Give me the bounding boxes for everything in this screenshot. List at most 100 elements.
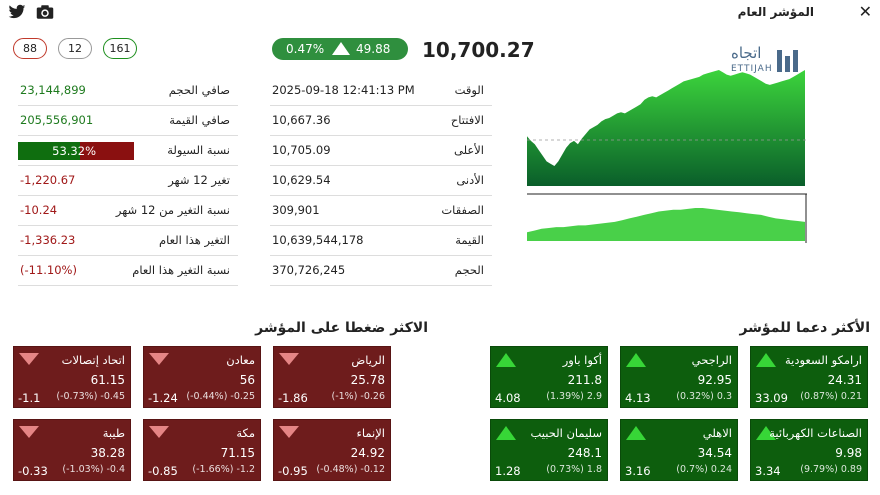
- stock-contribution: -0.95: [278, 464, 308, 478]
- stat-label: نسبة السيولة: [167, 143, 230, 157]
- index-change-badge: 0.47% 49.88: [272, 38, 408, 60]
- left-stats-table: صافي الحجم 23,144,899 صافي القيمة 205,556,9…: [18, 76, 238, 286]
- mid-stat-row: الافتتاح 10,667.36: [270, 106, 492, 136]
- pressure-stock-card[interactable]: الإنماء 24.92 (-0.48%) -0.12 -0.95: [273, 419, 391, 481]
- pressure-section-title: الاكثر ضغطا على المؤشر: [255, 320, 428, 336]
- unchanged-pill: 12: [58, 38, 92, 59]
- stat-value: 2025-09-18 12:41:13 PM: [272, 83, 415, 97]
- stock-price: 24.92: [350, 446, 385, 460]
- left-stat-row: تغير 12 شهر -1,220.67: [18, 166, 238, 196]
- support-stock-card[interactable]: الاهلي 34.54 (0.7%) 0.24 3.16: [620, 419, 738, 481]
- up-triangle-icon: [496, 426, 516, 440]
- up-triangle-icon: [626, 353, 646, 367]
- support-stock-card[interactable]: سليمان الحبيب 248.1 (0.73%) 1.8 1.28: [490, 419, 608, 481]
- stat-label: الأعلى: [453, 143, 484, 157]
- down-triangle-icon: [149, 353, 169, 365]
- stock-change: (0.73%) 1.8: [546, 464, 602, 475]
- stat-value: 23,144,899: [20, 83, 86, 97]
- stock-change: (1.39%) 2.9: [546, 391, 602, 402]
- advances-pill: 161: [103, 38, 137, 59]
- stock-change: (-1%) -0.26: [331, 391, 385, 402]
- stock-price: 9.98: [835, 446, 862, 460]
- stock-name: سليمان الحبيب: [530, 426, 602, 440]
- stat-label: تغير 12 شهر: [168, 173, 230, 187]
- stat-label: الافتتاح: [450, 113, 484, 127]
- stat-value: -1,336.23: [20, 233, 76, 247]
- stock-name: معادن: [226, 353, 255, 367]
- close-icon[interactable]: ✕: [858, 2, 872, 21]
- stock-contribution: 3.34: [755, 464, 781, 478]
- up-triangle-icon: [496, 353, 516, 367]
- support-stock-card[interactable]: ارامكو السعودية 24.31 (0.87%) 0.21 33.09: [750, 346, 868, 408]
- left-stat-row: نسبة السيولة 53.32%: [18, 136, 238, 166]
- mid-stat-row: الأعلى 10,705.09: [270, 136, 492, 166]
- stock-name: ارامكو السعودية: [785, 353, 862, 367]
- support-stock-card[interactable]: الصناعات الكهربائية 9.98 (9.79%) 0.89 3.34: [750, 419, 868, 481]
- stock-name: الإنماء: [356, 426, 385, 440]
- liquidity-value: 53.32%: [52, 144, 96, 158]
- up-triangle-icon: [756, 426, 776, 440]
- support-stock-card[interactable]: أكوا باور 211.8 (1.39%) 2.9 4.08: [490, 346, 608, 408]
- stock-name: الراجحي: [691, 353, 732, 367]
- stock-name: اتحاد إتصالات: [61, 353, 125, 367]
- stock-price: 25.78: [350, 373, 385, 387]
- mid-stats-table: الوقت 2025-09-18 12:41:13 PM الافتتاح 10,66…: [270, 76, 492, 286]
- up-triangle-icon: [756, 353, 776, 367]
- volume-area-series: [527, 208, 805, 241]
- stock-price: 61.15: [90, 373, 125, 387]
- pressure-stock-card[interactable]: معادن 56 (-0.44%) -0.25 -1.24: [143, 346, 261, 408]
- stock-change: (0.87%) 0.21: [800, 391, 862, 402]
- pressure-stock-card[interactable]: طيبة 38.28 (-1.03%) -0.4 -0.33: [13, 419, 131, 481]
- stat-label: نسبة التغير من 12 شهر: [115, 203, 230, 217]
- stock-price: 34.54: [697, 446, 732, 460]
- left-stat-row: صافي الحجم 23,144,899: [18, 76, 238, 106]
- mid-stat-row: الوقت 2025-09-18 12:41:13 PM: [270, 76, 492, 106]
- stock-price: 56: [239, 373, 255, 387]
- stock-price: 211.8: [567, 373, 602, 387]
- stock-name: الصناعات الكهربائية: [769, 426, 862, 440]
- stock-name: مكة: [236, 426, 255, 440]
- stock-price: 248.1: [567, 446, 602, 460]
- stat-value: -10.24: [20, 203, 58, 217]
- stat-label: الصفقات: [441, 203, 484, 217]
- stat-value: 10,705.09: [272, 143, 331, 157]
- stock-price: 38.28: [90, 446, 125, 460]
- stat-label: القيمة: [455, 233, 484, 247]
- stat-label: صافي القيمة: [169, 113, 230, 127]
- twitter-icon[interactable]: [8, 4, 26, 20]
- index-chart-svg: [527, 70, 807, 243]
- down-triangle-icon: [19, 426, 39, 438]
- stock-price: 71.15: [220, 446, 255, 460]
- logo-text: اتجاه: [731, 44, 762, 62]
- pressure-stock-card[interactable]: مكة 71.15 (-1.66%) -1.2 -0.85: [143, 419, 261, 481]
- page-title: المؤشر العام: [737, 5, 814, 19]
- stat-label: التغير هذا العام: [158, 233, 230, 247]
- stat-value: 309,901: [272, 203, 320, 217]
- stock-change: (-0.44%) -0.25: [186, 391, 255, 402]
- stock-contribution: -1.24: [148, 391, 178, 405]
- price-area-series: [527, 70, 805, 186]
- stat-value: 10,639,544,178: [272, 233, 364, 247]
- support-section-title: الأكثر دعما للمؤشر: [739, 320, 870, 336]
- stat-label: الحجم: [454, 263, 484, 277]
- stock-price: 92.95: [697, 373, 732, 387]
- stat-value: -1,220.67: [20, 173, 76, 187]
- down-triangle-icon: [279, 426, 299, 438]
- logo: [775, 46, 801, 79]
- stock-contribution: 4.08: [495, 391, 521, 405]
- support-stock-card[interactable]: الراجحي 92.95 (0.32%) 0.3 4.13: [620, 346, 738, 408]
- stat-label: الأدنى: [456, 173, 484, 187]
- logo-latin: ETTIJAH: [731, 64, 773, 74]
- camera-icon[interactable]: [36, 4, 54, 20]
- pressure-stock-card[interactable]: اتحاد إتصالات 61.15 (-0.73%) -0.45 -1.1: [13, 346, 131, 408]
- liquidity-bar: 53.32%: [18, 142, 134, 160]
- stock-name: الرياض: [351, 353, 385, 367]
- pressure-stock-card[interactable]: الرياض 25.78 (-1%) -0.26 -1.86: [273, 346, 391, 408]
- index-change-value: 49.88: [356, 42, 391, 56]
- stat-label: نسبة التغير هذا العام: [132, 263, 230, 277]
- index-change-pct: 0.47%: [286, 42, 325, 56]
- stock-contribution: -0.85: [148, 464, 178, 478]
- stock-contribution: 33.09: [755, 391, 788, 405]
- stock-contribution: 4.13: [625, 391, 651, 405]
- stock-contribution: -1.86: [278, 391, 308, 405]
